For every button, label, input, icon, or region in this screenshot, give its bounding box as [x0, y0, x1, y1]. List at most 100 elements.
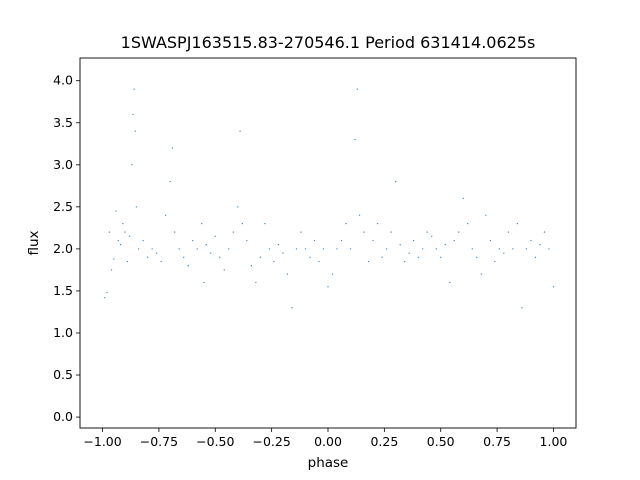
scatter-point: [201, 223, 203, 225]
scatter-point: [354, 138, 356, 141]
scatter-point: [246, 239, 248, 242]
scatter-point: [381, 256, 383, 258]
y-tick-label: 2.5: [53, 199, 73, 214]
scatter-point: [113, 258, 115, 260]
scatter-point: [309, 256, 311, 258]
scatter-point: [367, 260, 370, 263]
scatter-point: [228, 248, 230, 250]
scatter-point: [171, 147, 174, 149]
x-tick-label: −0.75: [140, 434, 178, 449]
scatter-point: [548, 248, 550, 250]
y-axis-label: flux: [26, 230, 42, 255]
scatter-point: [494, 260, 496, 263]
scatter-point: [192, 239, 194, 242]
scatter-point: [498, 248, 500, 250]
scatter-point: [241, 223, 243, 225]
y-axis-ticks: 0.0 0.5 1.0 1.5 2.0 2.5 3.0 3.5 4.0: [53, 73, 80, 424]
scatter-point: [349, 248, 352, 250]
scatter-point: [449, 281, 451, 284]
scatter-point: [376, 223, 379, 225]
scatter-point: [385, 248, 388, 250]
scatter-point: [530, 239, 532, 242]
scatter-point: [543, 231, 546, 233]
x-tick-label: −0.25: [252, 434, 290, 449]
scatter-point: [394, 180, 397, 183]
scatter-point: [214, 235, 216, 237]
scatter-point: [264, 223, 266, 225]
scatter-point: [444, 244, 446, 246]
scatter-point: [431, 235, 433, 237]
scatter-point: [485, 214, 487, 216]
scatter-point: [223, 269, 225, 271]
scatter-point: [237, 206, 239, 208]
x-tick-label: −1.00: [83, 434, 121, 449]
x-tick-label: 0.25: [370, 434, 398, 449]
scatter-point: [404, 260, 406, 263]
scatter-point: [160, 260, 162, 263]
scatter-point: [282, 252, 284, 254]
scatter-point: [476, 256, 478, 258]
x-tick-label: 0.00: [314, 434, 342, 449]
scatter-point: [358, 214, 361, 216]
scatter-point: [259, 256, 262, 258]
scatter-point: [169, 180, 171, 183]
scatter-point: [503, 252, 505, 254]
scatter-point: [426, 231, 428, 233]
scatter-point: [133, 88, 135, 90]
scatter-point: [539, 244, 541, 246]
scatter-point: [399, 244, 401, 246]
scatter-point: [142, 239, 144, 242]
scatter-point: [135, 206, 138, 208]
scatter-point: [239, 130, 241, 132]
y-tick-label: 3.0: [53, 157, 73, 172]
scatter-point: [295, 248, 298, 250]
scatter-point: [124, 231, 126, 233]
scatter-point: [110, 269, 113, 271]
scatter-point: [417, 256, 419, 258]
x-axis-ticks: −1.00 −0.75 −0.50 −0.25 0.00 0.25 0.50 0.75 1.00: [83, 428, 567, 449]
scatter-point: [300, 231, 302, 233]
scatter-points-layer: [104, 88, 555, 309]
scatter-point: [250, 265, 253, 267]
scatter-point: [291, 307, 293, 309]
scatter-point: [462, 197, 464, 200]
scatter-point: [277, 244, 280, 246]
scatter-point: [210, 252, 212, 254]
scatter-point: [390, 231, 392, 233]
scatter-point: [119, 244, 122, 246]
scatter-point: [327, 286, 329, 288]
scatter-point: [440, 256, 442, 258]
scatter-point: [131, 164, 133, 166]
x-tick-label: −0.50: [196, 434, 234, 449]
scatter-point: [132, 113, 134, 115]
y-tick-label: 4.0: [53, 73, 73, 88]
scatter-point: [372, 239, 374, 242]
x-tick-label: 1.00: [540, 434, 568, 449]
scatter-point: [108, 231, 110, 233]
scatter-point: [408, 252, 410, 254]
scatter-point: [313, 239, 316, 242]
scatter-point: [134, 130, 136, 132]
scatter-point: [521, 307, 523, 309]
scatter-point: [363, 231, 365, 233]
scatter-point: [178, 248, 180, 250]
scatter-point: [286, 273, 289, 275]
x-tick-label: 0.50: [427, 434, 455, 449]
scatter-point: [146, 256, 149, 258]
scatter-point: [534, 256, 537, 258]
scatter-point: [413, 239, 415, 242]
scatter-point: [435, 248, 437, 250]
scatter-point: [126, 260, 128, 263]
scatter-point: [203, 281, 205, 284]
scatter-point: [232, 231, 234, 233]
scatter-point: [356, 88, 358, 90]
scatter-point: [345, 223, 347, 225]
y-tick-label: 3.5: [53, 115, 73, 130]
y-tick-label: 0.5: [53, 367, 73, 382]
scatter-point: [273, 260, 275, 263]
scatter-point: [512, 248, 514, 250]
x-axis-label: phase: [308, 455, 349, 471]
scatter-point: [104, 297, 106, 299]
scatter-point: [255, 281, 257, 284]
